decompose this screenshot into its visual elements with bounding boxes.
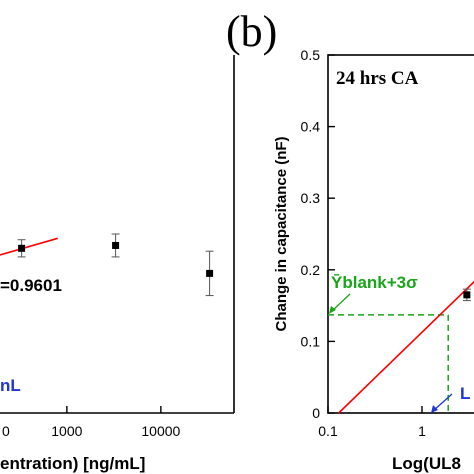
right-threshold-label: Ȳblank+3σ (331, 273, 418, 292)
right-y-tick-label: 0.2 (301, 262, 321, 278)
left-x-axis-label: entration) [ng/mL] (0, 454, 145, 473)
left-x-tick-label: 10000 (141, 423, 180, 439)
panel-label: (b) (226, 7, 277, 56)
right-x-tick-label: 0.1 (318, 423, 338, 439)
left-chart: 100100010000 =0.9601 nL 0 entration) [ng… (0, 55, 235, 473)
right-point-marker (463, 291, 471, 299)
right-plot-frame (327, 54, 474, 414)
right-chart-title: 24 hrs CA (336, 68, 419, 89)
right-y-tick-label: 0.1 (301, 333, 321, 349)
left-point-marker (112, 241, 120, 249)
threshold-arrow-head (329, 305, 336, 314)
left-unit-annotation: nL (0, 376, 21, 395)
left-series (0, 233, 214, 297)
right-chart: 0 0.1 0.2 0.3 0.4 0.5 0.1 1 24 hrs CA Ȳblank+3σ… (273, 47, 474, 473)
left-point-marker (206, 269, 214, 277)
right-series (338, 280, 474, 414)
left-x-tick-label: 1000 (51, 423, 82, 439)
right-x-tick-label: 1 (418, 423, 426, 439)
right-ticks: 0 0.1 0.2 0.3 0.4 0.5 0.1 1 (301, 47, 427, 439)
lod-arrow-head (431, 405, 438, 413)
left-ticks: 100100010000 (51, 406, 181, 439)
right-y-tick-label: 0 (312, 405, 320, 421)
right-guides (328, 293, 453, 413)
right-y-tick-label: 0.4 (301, 119, 321, 135)
left-r-squared: =0.9601 (0, 276, 62, 295)
left-point-marker (18, 244, 26, 252)
left-fit-line (0, 237, 58, 256)
left-partial-tick-label: 0 (2, 423, 10, 439)
right-y-axis-label: Change in capacitance (nF) (273, 136, 290, 331)
right-x-axis-label: Log(UL8 (392, 454, 461, 473)
right-y-tick-label: 0.3 (301, 190, 321, 206)
right-lod-label: L (460, 384, 470, 403)
right-y-tick-label: 0.5 (301, 47, 321, 63)
right-fit-line (338, 280, 474, 414)
